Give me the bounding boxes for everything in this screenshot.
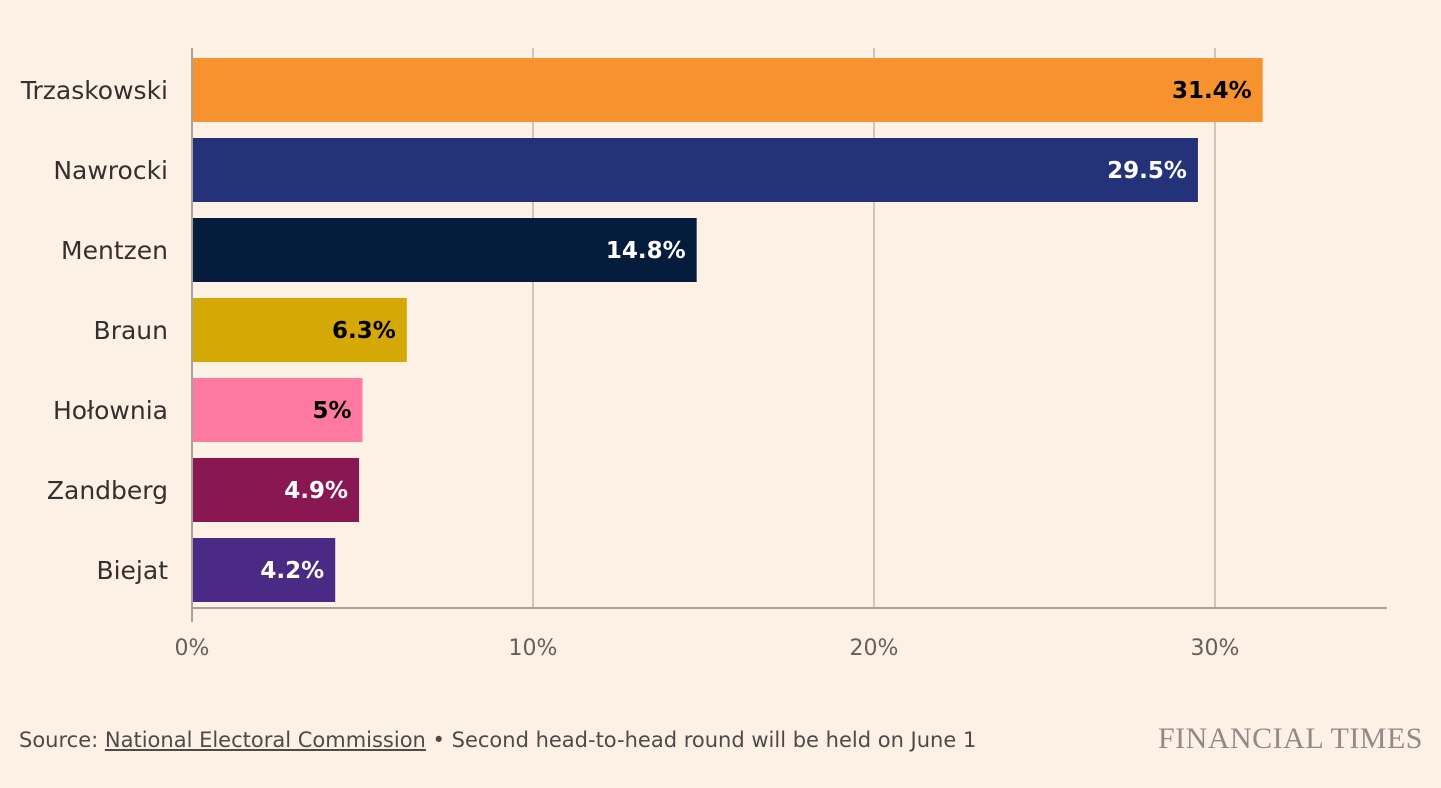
bar [193, 378, 363, 442]
bar-value-label: 4.9% [284, 478, 348, 504]
bar-value-label: 14.8% [606, 238, 686, 264]
x-tick-label: 0% [175, 636, 210, 661]
x-axis: 0% 10% 20% 30% Trzaskowski Nawrocki Mentzen Bra… [20, 48, 1387, 661]
source-prefix: Source: [19, 728, 105, 752]
bar-value-label: 5% [312, 398, 351, 424]
category-label: Braun [94, 316, 168, 345]
bar [193, 218, 697, 282]
category-label: Zandberg [47, 476, 168, 505]
x-tick-label: 10% [509, 636, 558, 661]
ft-logo: FINANCIAL TIMES [1157, 722, 1423, 755]
source-link[interactable]: National Electoral Commission [104, 728, 426, 752]
bar [193, 138, 1198, 202]
x-tick-label: 20% [850, 636, 899, 661]
bar-value-label: 31.4% [1172, 78, 1252, 104]
bar-value-label: 29.5% [1107, 158, 1187, 184]
bar [193, 538, 336, 602]
gridlines [532, 48, 1216, 608]
category-label: Trzaskowski [20, 76, 168, 105]
bar-value-label: 6.3% [332, 318, 396, 344]
bar-value-label: 4.2% [260, 558, 324, 584]
bar [193, 298, 407, 362]
chart-footer: Source: National Electoral Commission • … [19, 722, 1423, 758]
category-label: Hołownia [53, 396, 168, 425]
category-label: Nawrocki [53, 156, 168, 185]
bar-chart: 31.4% 29.5% 14.8% 6.3% 5% 4.9% 4.2% 0% 10% 20% 30… [20, 48, 1387, 661]
category-label: Mentzen [61, 236, 168, 265]
bars: 31.4% 29.5% 14.8% 6.3% 5% 4.9% 4.2% [193, 58, 1263, 602]
footnote-text: • Second head-to-head round will be held… [425, 728, 977, 752]
source-note: Source: National Electoral Commission • … [19, 728, 976, 752]
bar [193, 58, 1263, 122]
bar [193, 458, 360, 522]
category-label: Biejat [96, 556, 168, 585]
x-tick-label: 30% [1191, 636, 1240, 661]
